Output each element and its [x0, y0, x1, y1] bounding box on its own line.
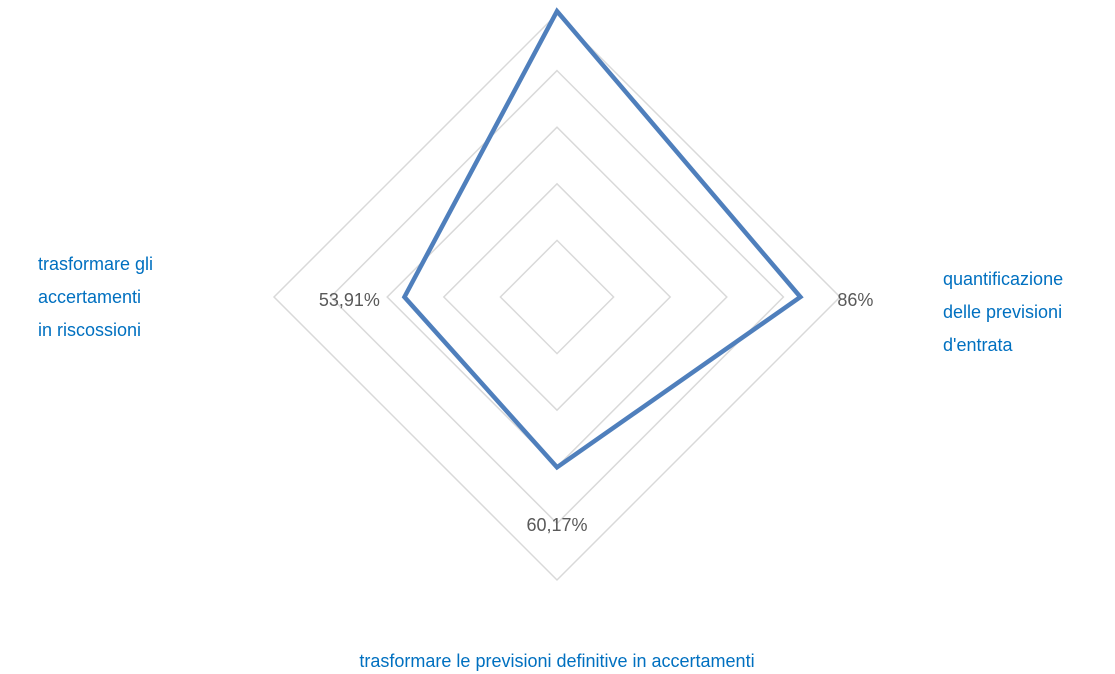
grid-ring — [442, 182, 672, 412]
value-label: 86% — [837, 290, 873, 310]
grid-ring — [272, 12, 842, 582]
category-label: trasformare gli accertamenti in riscossion… — [38, 254, 153, 340]
category-label: trasformare le previsioni definitive in … — [359, 651, 754, 671]
series-line — [401, 7, 804, 471]
value-label: 60,17% — [526, 515, 587, 535]
grid-ring — [329, 69, 785, 525]
grid-ring — [499, 239, 615, 355]
value-label: 53,91% — [319, 290, 380, 310]
grid-ring — [386, 126, 728, 468]
category-label: quantificazione delle previsioni d'entrata — [943, 269, 1063, 355]
